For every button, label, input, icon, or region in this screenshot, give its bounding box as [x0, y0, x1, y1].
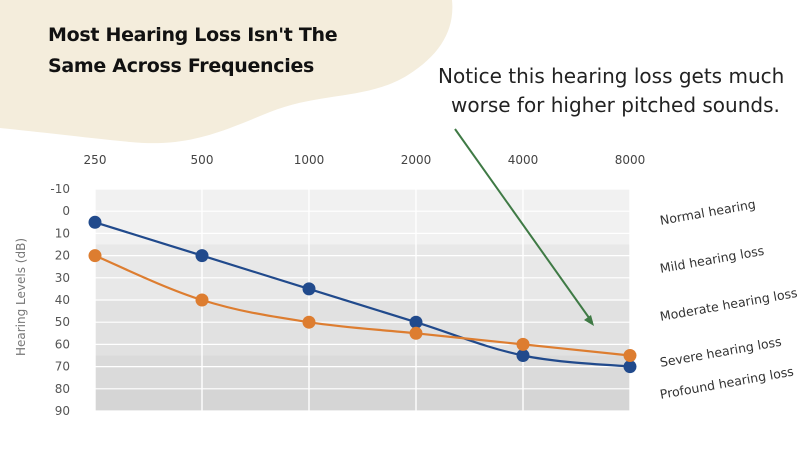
y-tick-label: 40 — [55, 293, 70, 307]
y-tick-label: 10 — [55, 226, 70, 240]
data-point-series-0 — [195, 249, 209, 263]
series-line-0 — [94, 221, 631, 368]
y-tick-label: 70 — [55, 360, 70, 374]
band-4 — [95, 388, 630, 411]
y-tick-label: 0 — [62, 204, 70, 218]
annotation-arrow-head — [584, 315, 594, 326]
chart-title-line-2: Same Across Frequencies — [48, 55, 315, 77]
band-3 — [95, 355, 630, 389]
data-series — [88, 215, 637, 374]
data-point-series-1 — [302, 315, 316, 329]
annotation-line-1: Notice this hearing loss gets much — [438, 64, 785, 88]
y-tick-label: 80 — [55, 382, 70, 396]
chart-title-line-1: Most Hearing Loss Isn't The — [48, 24, 338, 46]
annotation-arrow — [454, 128, 593, 323]
data-point-series-1 — [623, 349, 637, 362]
x-tick-label: 2000 — [401, 153, 432, 167]
annotation-line-2: worse for higher pitched sounds. — [451, 93, 780, 117]
y-tick-label: -10 — [50, 182, 70, 196]
series-line-1 — [94, 254, 631, 357]
data-point-series-1 — [409, 326, 423, 340]
annotation-arrow-group — [454, 128, 594, 326]
band-0 — [95, 189, 630, 245]
data-point-series-0 — [409, 315, 423, 329]
data-point-series-0 — [623, 360, 637, 374]
data-point-series-1 — [88, 249, 102, 263]
y-tick-labels: -10 0 10 20 30 40 50 60 70 80 90 — [50, 182, 70, 418]
data-point-series-1 — [516, 337, 530, 351]
band-1 — [95, 244, 630, 300]
data-point-series-0 — [516, 349, 530, 362]
y-tick-label: 60 — [55, 337, 70, 351]
y-tick-label: 20 — [55, 249, 70, 263]
background-blob — [0, 0, 453, 144]
x-tick-label: 500 — [191, 153, 214, 167]
y-axis-label: Hearing Levels (dB) — [14, 237, 28, 357]
x-tick-labels: 250 500 1000 2000 4000 8000 — [84, 153, 646, 167]
x-tick-label: 8000 — [615, 153, 646, 167]
y-tick-label: 90 — [55, 404, 70, 418]
y-tick-label: 30 — [55, 271, 70, 285]
x-tick-label: 250 — [84, 153, 107, 167]
x-tick-label: 1000 — [294, 153, 325, 167]
severity-bands — [95, 189, 630, 411]
x-tick-label: 4000 — [508, 153, 539, 167]
data-point-series-0 — [302, 282, 316, 296]
data-point-series-0 — [88, 215, 102, 229]
data-point-series-1 — [195, 293, 209, 307]
y-tick-label: 50 — [55, 315, 70, 329]
